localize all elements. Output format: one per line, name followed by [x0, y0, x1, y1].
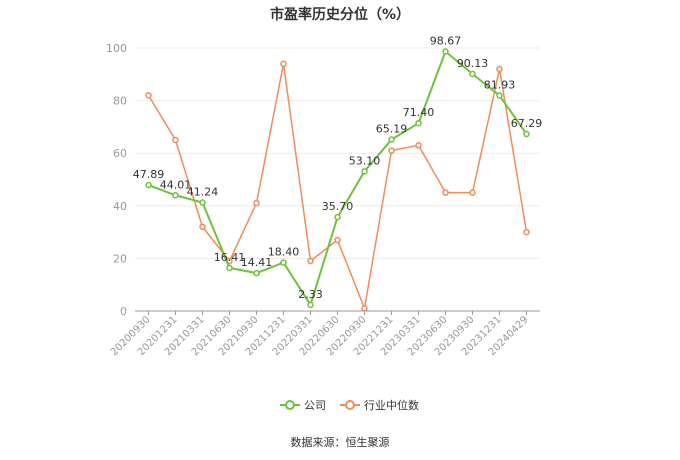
- data-point: [172, 192, 179, 199]
- data-point: [388, 136, 395, 143]
- data-point: [496, 92, 503, 99]
- chart-title: 市盈率历史分位（%）: [270, 6, 410, 23]
- data-label: 41.24: [187, 186, 219, 199]
- data-point: [334, 213, 341, 221]
- data-point: [280, 60, 287, 68]
- data-point: [199, 223, 206, 231]
- y-tick-label: 80: [113, 95, 127, 108]
- data-label: 67.29: [511, 117, 543, 130]
- y-tick-label: 60: [113, 147, 127, 160]
- data-label: 71.40: [403, 106, 435, 119]
- data-label: 2.33: [298, 288, 323, 301]
- series-line: [148, 49, 528, 308]
- data-point: [469, 189, 476, 196]
- y-tick-label: 20: [113, 252, 127, 265]
- data-label: 98.67: [430, 34, 462, 47]
- x-axis: 2020093020201231202103312021063020210930…: [109, 310, 540, 358]
- data-point: [307, 257, 314, 265]
- data-point: [523, 228, 530, 236]
- data-label: 47.89: [133, 168, 165, 181]
- legend-marker: [345, 400, 355, 410]
- data-point: [496, 65, 503, 73]
- data-point: [361, 305, 368, 312]
- legend-label: 行业中位数: [364, 398, 419, 412]
- data-point: [253, 199, 260, 207]
- data-label: 18.40: [268, 246, 300, 259]
- data-label: 53.10: [349, 154, 381, 167]
- data-point: [388, 147, 395, 154]
- data-point: [415, 142, 422, 149]
- y-tick-label: 40: [113, 200, 127, 213]
- data-point: [523, 130, 530, 138]
- y-axis: 0 20 40 60 80 100: [106, 42, 127, 318]
- legend[interactable]: 公司 行业中位数: [280, 398, 419, 412]
- data-point: [226, 264, 233, 272]
- data-label: 14.41: [241, 256, 273, 269]
- data-point: [145, 92, 152, 99]
- data-label: 35.70: [322, 200, 354, 213]
- data-point: [307, 301, 314, 309]
- data-point: [334, 236, 341, 244]
- data-point: [415, 119, 422, 127]
- data-point: [280, 259, 287, 266]
- source-note: 数据来源：恒生聚源: [291, 435, 390, 449]
- legend-item[interactable]: 行业中位数: [340, 398, 419, 412]
- legend-item[interactable]: 公司: [280, 399, 326, 412]
- legend-label: 公司: [304, 399, 326, 412]
- data-label: 90.13: [457, 57, 489, 70]
- data-point: [145, 181, 152, 189]
- data-label: 44.01: [160, 178, 192, 191]
- data-label: 81.93: [484, 79, 516, 92]
- grid: [135, 47, 540, 259]
- data-label: 65.19: [376, 123, 408, 136]
- data-point: [442, 189, 449, 196]
- y-tick-label: 100: [106, 42, 127, 55]
- data-point: [469, 70, 476, 78]
- data-point: [253, 269, 260, 277]
- data-point: [442, 48, 449, 55]
- y-tick-label: 0: [120, 305, 127, 318]
- data-label: 16.41: [214, 251, 246, 264]
- data-point: [361, 168, 368, 175]
- legend-marker: [285, 400, 295, 410]
- data-point: [172, 136, 179, 144]
- data-point: [199, 199, 206, 206]
